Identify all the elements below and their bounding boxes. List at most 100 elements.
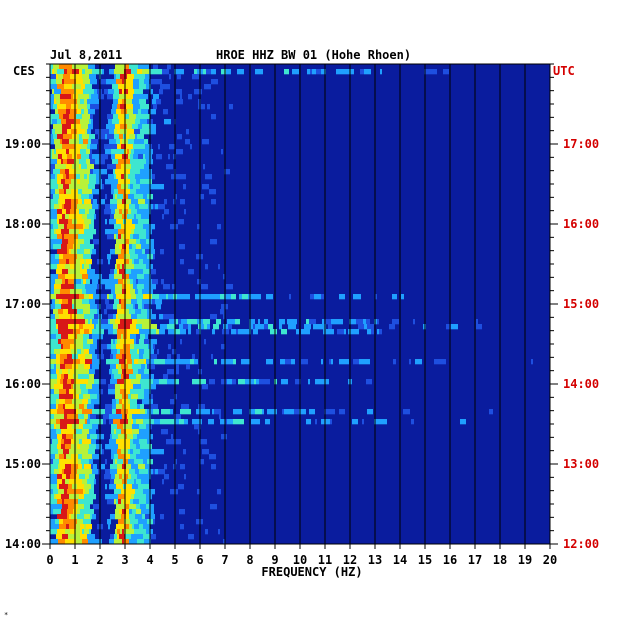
heatmap-cell	[65, 479, 69, 485]
heatmap-cell	[118, 189, 125, 195]
heatmap-cell	[85, 234, 91, 240]
heatmap-cell	[62, 474, 66, 480]
heatmap-cell	[142, 519, 147, 525]
heatmap-cell	[154, 359, 161, 365]
heatmap-cell	[73, 229, 79, 235]
heatmap-cell	[231, 294, 236, 300]
heatmap-cell	[107, 114, 113, 120]
heatmap-cell	[152, 314, 156, 320]
heatmap-cell	[87, 509, 89, 515]
heatmap-cell	[75, 149, 80, 155]
heatmap-cell	[96, 179, 102, 185]
heatmap-cell	[130, 349, 137, 355]
heatmap-cell	[70, 419, 75, 425]
heatmap-cell	[50, 119, 52, 125]
heatmap-cell	[150, 249, 155, 255]
heatmap-cell	[353, 359, 359, 365]
heatmap-cell	[68, 299, 70, 305]
heatmap-cell	[202, 384, 208, 390]
heatmap-cell	[430, 69, 437, 75]
heatmap-cell	[150, 89, 153, 95]
heatmap-cell	[133, 499, 135, 505]
heatmap-cell	[89, 429, 96, 435]
heatmap-cell	[122, 539, 124, 545]
heatmap-cell	[136, 504, 140, 510]
heatmap-cell	[127, 444, 130, 450]
heatmap-cell	[50, 349, 54, 355]
heatmap-cell	[122, 284, 124, 290]
heatmap-cell	[64, 84, 69, 90]
heatmap-cell	[79, 394, 83, 400]
heatmap-cell	[161, 359, 165, 365]
heatmap-cell	[119, 399, 122, 405]
heatmap-cell	[79, 319, 85, 325]
heatmap-cell	[122, 239, 125, 245]
heatmap-cell	[136, 509, 141, 515]
heatmap-cell	[108, 384, 115, 390]
heatmap-cell	[136, 169, 140, 175]
heatmap-cell	[66, 494, 69, 500]
heatmap-cell	[159, 294, 166, 300]
heatmap-cell	[147, 524, 150, 530]
heatmap-cell	[149, 504, 154, 510]
heatmap-cell	[58, 489, 64, 495]
heatmap-cell	[138, 109, 141, 115]
heatmap-cell	[132, 519, 138, 525]
heatmap-cell	[130, 499, 133, 505]
heatmap-cell	[119, 359, 125, 365]
heatmap-cell	[127, 214, 129, 220]
heatmap-cell	[349, 69, 354, 75]
heatmap-cell	[59, 114, 63, 120]
heatmap-cell	[140, 534, 143, 540]
heatmap-cell	[115, 394, 122, 400]
heatmap-cell	[147, 374, 149, 380]
heatmap-cell	[328, 324, 332, 330]
heatmap-cell	[111, 279, 118, 285]
heatmap-cell	[52, 89, 54, 95]
x-tick-label: 13	[368, 553, 382, 567]
heatmap-cell	[111, 449, 117, 455]
heatmap-cell	[89, 519, 91, 525]
heatmap-cell	[110, 534, 114, 540]
heatmap-cell	[68, 369, 70, 375]
heatmap-cell	[94, 334, 100, 340]
heatmap-cell	[50, 464, 53, 470]
heatmap-cell	[67, 199, 71, 205]
heatmap-cell	[226, 359, 230, 365]
heatmap-cell	[86, 149, 90, 155]
heatmap-cell	[57, 134, 63, 140]
heatmap-cell	[105, 494, 111, 500]
heatmap-cell	[50, 339, 53, 345]
heatmap-cell	[52, 299, 55, 305]
heatmap-cell	[69, 149, 75, 155]
heatmap-cell	[205, 264, 208, 270]
heatmap-cell	[50, 314, 55, 320]
heatmap-cell	[139, 524, 143, 530]
heatmap-cell	[142, 304, 144, 310]
heatmap-cell	[114, 134, 119, 140]
heatmap-cell	[393, 359, 396, 365]
heatmap-cell	[67, 359, 73, 365]
heatmap-cell	[150, 339, 157, 345]
heatmap-cell	[106, 304, 113, 310]
heatmap-cell	[159, 314, 163, 320]
heatmap-cell	[59, 454, 64, 460]
heatmap-cell	[59, 314, 66, 320]
heatmap-cell	[292, 409, 294, 415]
heatmap-cell	[176, 319, 178, 325]
heatmap-cell	[82, 94, 89, 100]
heatmap-cell	[58, 464, 60, 470]
heatmap-cell	[136, 179, 140, 185]
heatmap-cell	[78, 464, 80, 470]
heatmap-cell	[78, 339, 83, 345]
heatmap-cell	[67, 429, 74, 435]
heatmap-cell	[82, 274, 88, 280]
heatmap-cell	[76, 319, 79, 325]
heatmap-cell	[105, 284, 108, 290]
heatmap-cell	[65, 289, 70, 295]
heatmap-cell	[68, 64, 72, 70]
heatmap-cell	[59, 219, 61, 225]
heatmap-cell	[188, 269, 194, 275]
heatmap-cell	[115, 124, 120, 130]
heatmap-cell	[294, 324, 296, 330]
